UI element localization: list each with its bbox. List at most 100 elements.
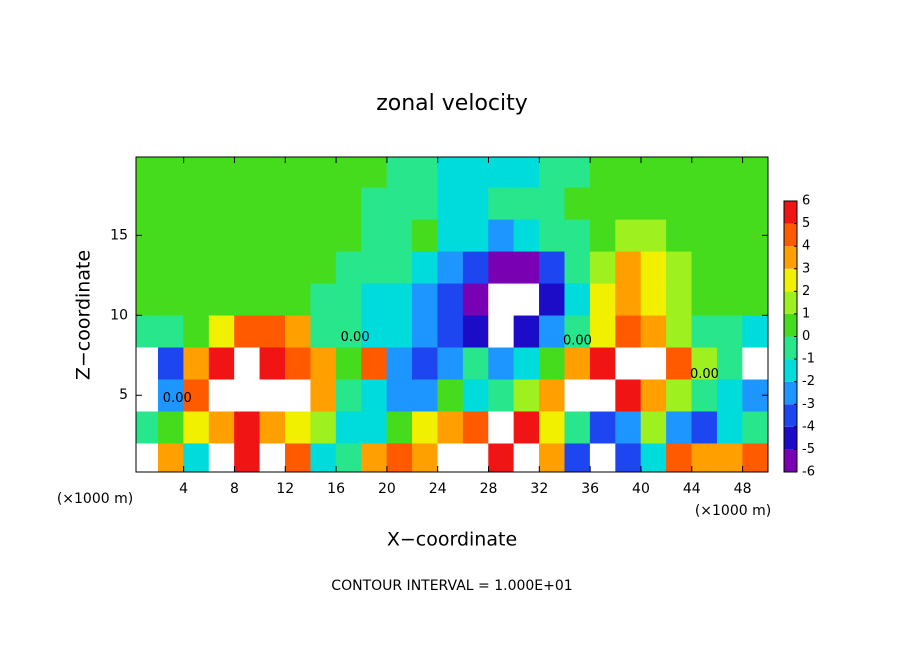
x-tick-label: 20 — [378, 481, 396, 497]
cell — [716, 251, 743, 284]
cell — [564, 219, 591, 252]
cell — [361, 410, 388, 444]
colorbar-swatch — [784, 201, 797, 224]
cell — [462, 347, 489, 380]
cell — [335, 283, 362, 316]
cell — [488, 315, 515, 348]
cell — [666, 315, 693, 348]
cell — [386, 251, 413, 284]
cell — [539, 283, 565, 316]
colorbar-swatch — [784, 268, 797, 292]
cell — [412, 219, 438, 252]
cell — [488, 187, 515, 220]
cell — [640, 187, 667, 220]
x-tick-label: 32 — [530, 481, 548, 497]
cell — [259, 187, 286, 220]
cell — [412, 410, 438, 444]
cell — [716, 187, 743, 220]
cell — [183, 315, 210, 348]
cell — [234, 157, 261, 188]
cell — [259, 347, 286, 380]
cell — [589, 442, 616, 472]
colorbar-swatch — [784, 223, 797, 247]
cell — [310, 251, 337, 284]
cell — [742, 187, 768, 220]
cell — [716, 379, 743, 412]
cell — [716, 442, 743, 472]
contour-label: 0.00 — [163, 391, 192, 406]
cell — [716, 157, 743, 188]
cell — [386, 410, 413, 444]
cell — [564, 410, 591, 444]
cell — [488, 283, 515, 316]
x-tick-label: 8 — [230, 481, 239, 497]
x-tick-label: 16 — [327, 481, 345, 497]
colorbar-swatch — [784, 313, 797, 337]
cell — [539, 157, 565, 188]
x-tick-label: 12 — [276, 481, 294, 497]
cell — [742, 315, 768, 348]
contour-label: 0.00 — [563, 333, 592, 348]
cell — [539, 251, 565, 284]
cell — [742, 157, 768, 188]
cell — [335, 157, 362, 188]
cell — [462, 379, 489, 412]
cell — [615, 251, 642, 284]
y-tick-label: 5 — [119, 387, 128, 403]
cell — [462, 187, 489, 220]
cell — [310, 379, 337, 412]
cell — [412, 157, 438, 188]
chart-title: zonal velocity — [376, 91, 528, 116]
cell — [615, 347, 642, 380]
cell — [513, 283, 540, 316]
cell — [361, 219, 388, 252]
y-axis-label: Z−coordinate — [73, 250, 95, 380]
cell — [437, 379, 464, 412]
cell — [412, 442, 438, 472]
colorbar-swatch — [784, 426, 797, 450]
cell — [513, 315, 540, 348]
cell — [157, 187, 184, 220]
cell — [310, 315, 337, 348]
cell — [157, 379, 184, 412]
cell — [564, 157, 591, 188]
cell — [157, 442, 184, 472]
cell — [488, 410, 515, 444]
cell — [157, 251, 184, 284]
cell — [615, 157, 642, 188]
cell — [157, 315, 184, 348]
cell — [462, 315, 489, 348]
colorbar-tick-label: 4 — [802, 239, 810, 254]
cell — [437, 187, 464, 220]
colorbar-tick-label: 1 — [802, 306, 810, 321]
cell — [157, 283, 184, 316]
cell — [183, 442, 210, 472]
cell — [564, 187, 591, 220]
cell — [742, 251, 768, 284]
cell — [183, 251, 210, 284]
cell — [564, 379, 591, 412]
cell — [437, 157, 464, 188]
cell — [310, 219, 337, 252]
cell — [513, 347, 540, 380]
cell — [589, 379, 616, 412]
cell — [136, 187, 159, 220]
colorbar-tick-label: -3 — [802, 397, 815, 412]
colorbar-tick-label: 5 — [802, 216, 810, 231]
cell — [335, 442, 362, 472]
cell — [589, 187, 616, 220]
cell — [285, 410, 311, 444]
cell — [412, 283, 438, 316]
cell — [437, 219, 464, 252]
cell — [285, 157, 311, 188]
x-tick-label: 36 — [581, 481, 599, 497]
cell — [136, 157, 159, 188]
cell — [462, 251, 489, 284]
cell — [361, 283, 388, 316]
cell — [234, 315, 261, 348]
cell — [640, 347, 667, 380]
cell — [666, 219, 693, 252]
cell — [564, 442, 591, 472]
cell — [742, 442, 768, 472]
